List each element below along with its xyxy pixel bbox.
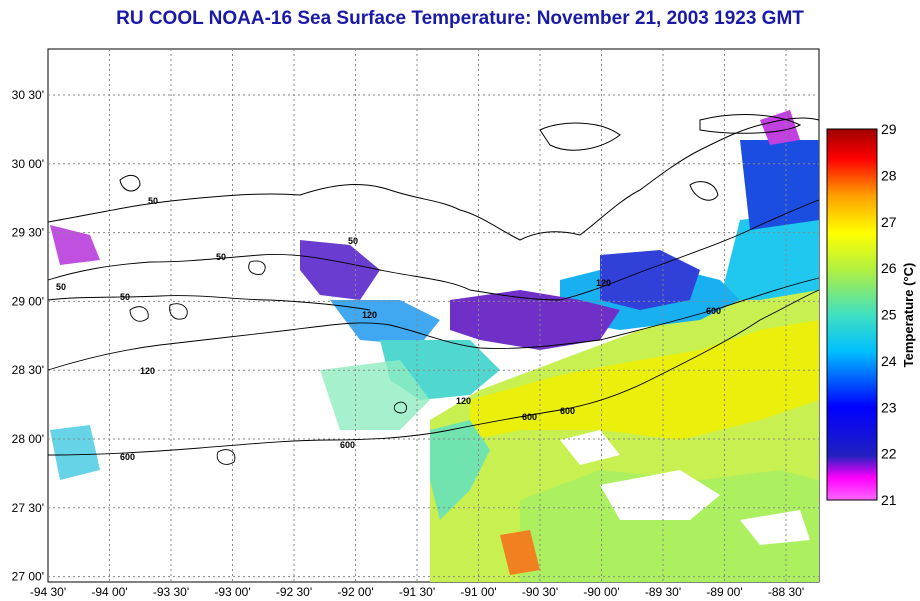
contour-label: 600	[522, 412, 537, 422]
x-tick-label: -88 30'	[768, 585, 804, 599]
colorbar-ticks: 29 28 27 26 25 24 23 22 21	[881, 121, 897, 508]
bathymetry-contours	[47, 199, 820, 465]
grid-lines	[48, 49, 819, 582]
colorbar-tick-label: 21	[881, 492, 897, 508]
y-tick-label: 27 30'	[12, 501, 44, 515]
x-tick-label: -92 30'	[276, 585, 312, 599]
y-tick-label: 30 00'	[12, 157, 44, 171]
x-tick-label: -91 30'	[399, 585, 435, 599]
contour-label: 120	[362, 310, 377, 320]
x-tick-label: -93 30'	[153, 585, 189, 599]
colorbar	[826, 128, 878, 501]
contour-label: 600	[340, 440, 355, 450]
colorbar-tick-label: 24	[881, 353, 897, 369]
y-tick-label: 28 30'	[12, 363, 44, 377]
colorbar-tick-label: 27	[881, 214, 897, 230]
contour-label: 600	[560, 406, 575, 416]
x-axis-ticks: -94 30' -94 00' -93 30' -93 00' -92 30' -92 0…	[30, 585, 804, 599]
x-tick-label: -94 30'	[30, 585, 66, 599]
colorbar-tick-label: 25	[881, 307, 897, 323]
x-tick-label: -90 30'	[522, 585, 558, 599]
colorbar-tick-label: 29	[881, 121, 897, 137]
colorbar-tick-label: 26	[881, 260, 897, 276]
y-tick-label: 28 00'	[12, 432, 44, 446]
contour-label: 600	[706, 306, 721, 316]
x-tick-label: -91 00'	[460, 585, 496, 599]
x-tick-label: -92 00'	[337, 585, 373, 599]
y-tick-label: 27 00'	[12, 570, 44, 584]
y-tick-label: 30 30'	[12, 88, 44, 102]
colorbar-tick-label: 22	[881, 446, 897, 462]
map-title: RU COOL NOAA-16 Sea Surface Temperature:…	[116, 8, 804, 29]
coastline	[47, 114, 820, 241]
x-tick-label: -89 30'	[645, 585, 681, 599]
contour-label: 120	[456, 396, 471, 406]
contour-label: 50	[120, 292, 130, 302]
contour-label: 50	[148, 196, 158, 206]
contour-label: 50	[348, 236, 358, 246]
y-tick-label: 29 30'	[12, 226, 44, 240]
contour-label: 120	[140, 366, 155, 376]
x-tick-label: -94 00'	[91, 585, 127, 599]
colorbar-tick-label: 23	[881, 399, 897, 415]
contour-labels: 50 50 50 50 50 120 120 120 120 600 600 600 600 600	[56, 196, 721, 462]
contour-label: 600	[120, 452, 135, 462]
contour-label: 120	[596, 278, 611, 288]
colorbar-tick-label: 28	[881, 167, 897, 183]
y-tick-label: 29 00'	[12, 294, 44, 308]
y-axis-ticks: 30 30' 30 00' 29 30' 29 00' 28 30' 28 00' 27 3…	[12, 88, 44, 584]
contour-label: 50	[216, 252, 226, 262]
x-tick-label: -93 00'	[214, 585, 250, 599]
contour-label: 50	[56, 282, 66, 292]
x-tick-label: -90 00'	[583, 585, 619, 599]
x-tick-label: -89 00'	[706, 585, 742, 599]
colorbar-title: Temperature (°C)	[901, 263, 916, 368]
